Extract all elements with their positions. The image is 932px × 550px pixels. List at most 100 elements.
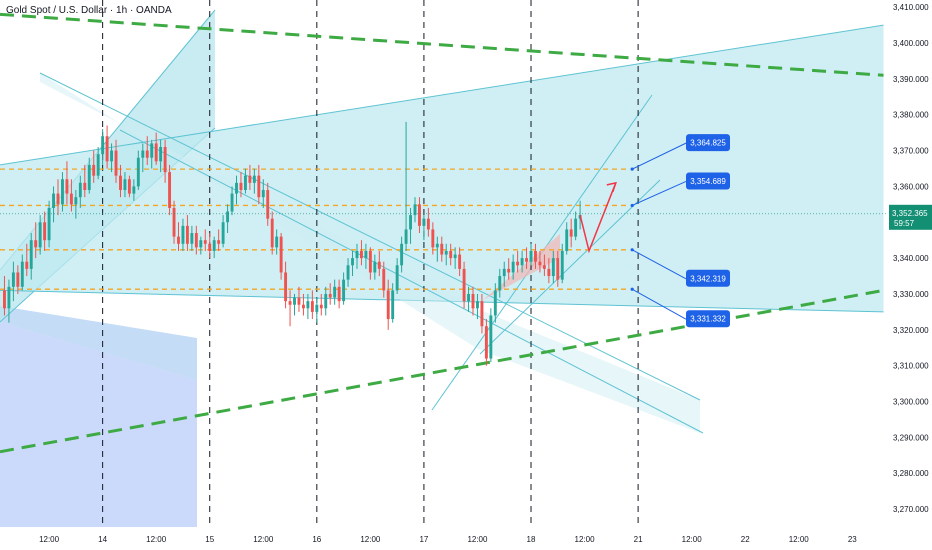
x-tick-label: 17 (419, 535, 428, 544)
candle-body-121 (542, 265, 546, 269)
candle-body-9 (43, 222, 47, 241)
candle-body-60 (270, 218, 274, 248)
candle-body-47 (212, 240, 216, 251)
candle-body-4 (20, 261, 24, 287)
current-price-label: 3,352.365 (892, 209, 928, 218)
candle-body-8 (38, 222, 42, 248)
candle-body-54 (243, 175, 247, 191)
projection-path (579, 182, 617, 254)
candle-body-98 (440, 243, 444, 255)
callout-anchor-3 (630, 287, 634, 291)
candle-body-53 (239, 182, 243, 191)
candle-body-124 (556, 258, 560, 280)
candle-body-126 (565, 229, 569, 251)
candle-body-1 (7, 286, 11, 309)
candle-body-88 (395, 265, 399, 291)
projection-arrowhead (606, 181, 617, 193)
candle-body-125 (560, 250, 564, 280)
candle-body-44 (199, 240, 203, 248)
candle-body-12 (56, 193, 60, 205)
y-tick-label: 3,370.000 (893, 147, 929, 156)
callout-label-0: 3,364.825 (690, 139, 726, 148)
candle-body-83 (373, 261, 377, 273)
steep-channel-lower (479, 179, 661, 355)
plot-area (0, 0, 888, 527)
candle-body-13 (61, 179, 64, 205)
candle-body-36 (163, 146, 167, 173)
candle-body-77 (346, 265, 350, 280)
candle-body-103 (462, 268, 466, 302)
candle-body-45 (203, 240, 207, 244)
y-tick-label: 3,310.000 (893, 362, 929, 371)
candle-body-27 (123, 179, 127, 191)
candle-body-101 (453, 254, 457, 259)
x-tick-label: 12:00 (360, 535, 381, 544)
y-tick-label: 3,270.000 (893, 505, 929, 514)
x-tick-label: 14 (98, 535, 107, 544)
falling-channel-lower (119, 129, 704, 434)
y-tick-label: 3,360.000 (893, 182, 929, 191)
candle-body-7 (34, 240, 38, 248)
y-tick-label: 3,290.000 (893, 433, 929, 442)
candle-body-40 (181, 225, 185, 244)
candle-body-68 (306, 301, 310, 309)
candle-body-66 (297, 297, 301, 305)
candle-body-87 (391, 290, 395, 320)
y-tick-label: 3,400.000 (893, 39, 929, 48)
callout-label-2: 3,342.319 (690, 274, 726, 283)
pink-triangle (483, 234, 560, 300)
x-tick-label: 15 (205, 535, 214, 544)
candle-body-123 (551, 258, 555, 277)
callout-box-2 (686, 269, 730, 287)
x-tick-label: 12:00 (789, 535, 810, 544)
candle-body-57 (257, 175, 261, 198)
candle-body-5 (25, 261, 29, 269)
candle-body-17 (78, 182, 82, 198)
candle-body-100 (449, 250, 453, 259)
candle-body-6 (29, 240, 33, 269)
candle-body-2 (11, 272, 15, 287)
upper-trendline (0, 12, 884, 77)
candle-body-92 (413, 204, 417, 216)
candle-body-63 (284, 272, 288, 302)
countdown-label: 59:57 (894, 219, 915, 228)
y-tick-label: 3,330.000 (893, 290, 929, 299)
x-tick-label: 12:00 (146, 535, 167, 544)
candle-body-23 (105, 136, 109, 162)
callout-connector-1 (631, 181, 687, 206)
candle-body-50 (226, 211, 230, 223)
y-tick-label: 3,410.000 (893, 3, 929, 12)
y-tick-label: 3,300.000 (893, 398, 929, 407)
candle-body-46 (208, 243, 212, 251)
x-tick-label: 12:00 (682, 535, 703, 544)
candle-body-29 (132, 186, 136, 194)
candle-body-30 (136, 157, 140, 187)
candle-body-89 (400, 243, 404, 266)
x-tick-label: 12:00 (39, 535, 60, 544)
candle-body-102 (458, 254, 462, 269)
candle-body-74 (333, 286, 337, 298)
candle-body-127 (569, 229, 573, 237)
candle-body-111 (498, 276, 502, 291)
candle-body-99 (444, 250, 448, 255)
candle-body-35 (159, 146, 163, 162)
callout-anchor-0 (630, 167, 634, 171)
candle-body-112 (502, 268, 506, 277)
candle-body-70 (315, 304, 319, 312)
candle-body-110 (493, 290, 497, 316)
callout-label-1: 3,354.689 (690, 177, 726, 186)
candle-body-107 (480, 301, 484, 327)
candle-body-58 (261, 190, 265, 198)
candle-body-0 (3, 290, 6, 309)
y-tick-label: 3,340.000 (893, 254, 929, 263)
callout-connector-0 (631, 142, 687, 170)
shaded-box-lower-left (0, 322, 197, 527)
candle-body-78 (351, 258, 354, 266)
candle-body-122 (547, 268, 551, 277)
y-tick-label: 3,280.000 (893, 469, 929, 478)
candle-body-115 (516, 261, 520, 266)
callout-box-3 (686, 310, 730, 328)
y-tick-label: 3,380.000 (893, 111, 929, 120)
candle-body-67 (301, 304, 305, 309)
